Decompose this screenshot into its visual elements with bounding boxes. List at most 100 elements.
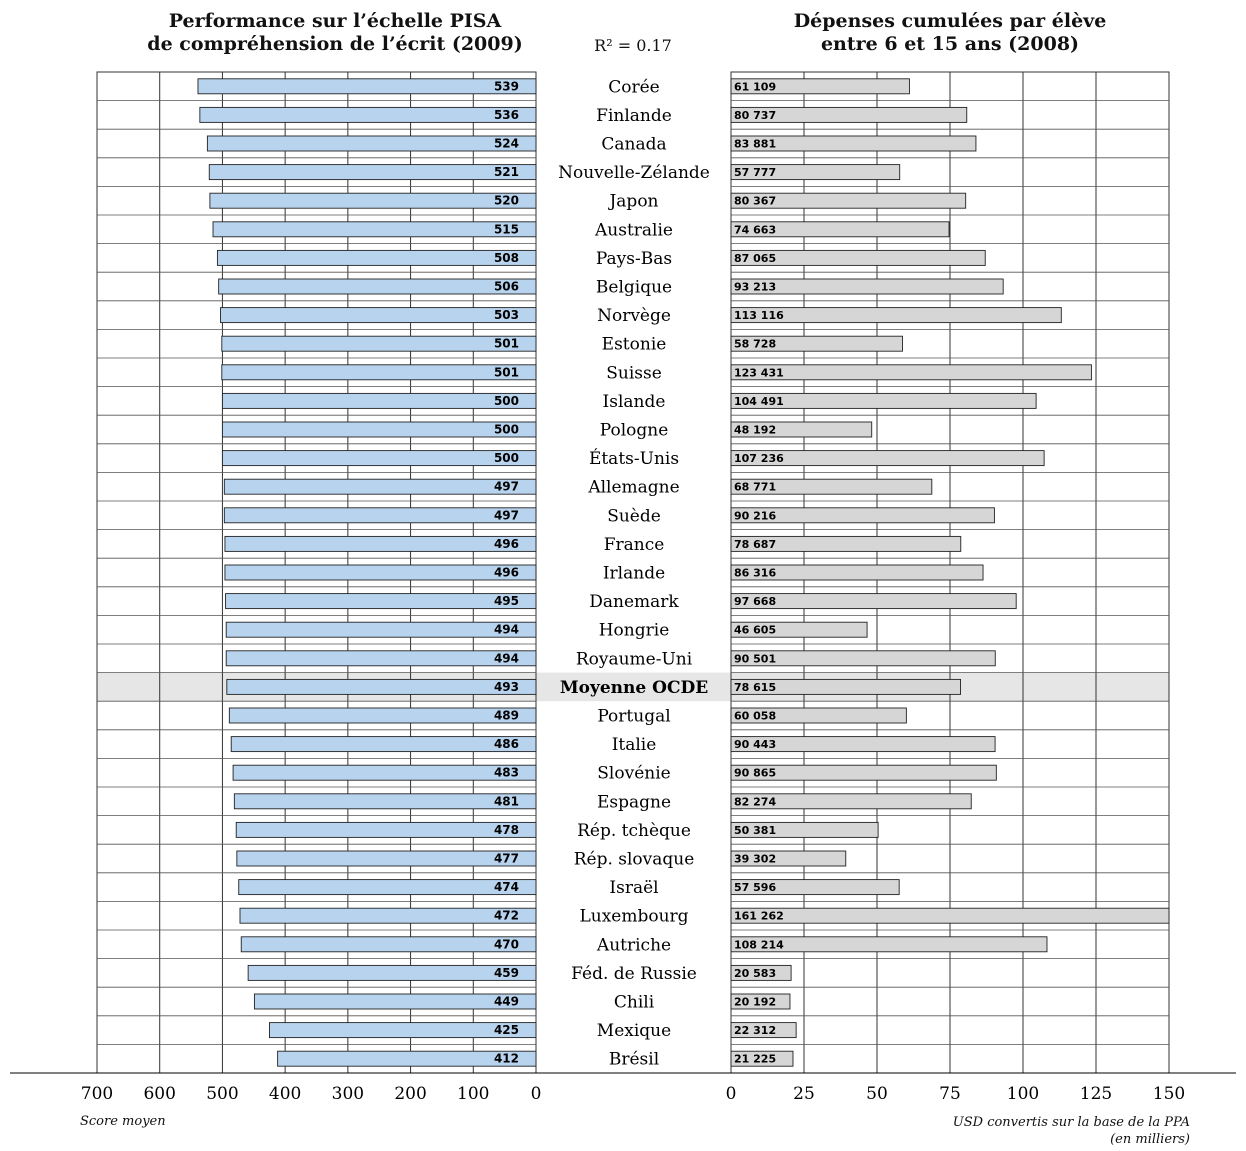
right-value-label: 74 663 <box>734 223 776 236</box>
right-value-label: 21 225 <box>734 1053 776 1066</box>
category-label: Canada <box>601 135 666 155</box>
left-bar <box>212 221 537 238</box>
right-bar <box>730 364 1092 381</box>
category-label: Israël <box>609 878 658 898</box>
right-chart-title: Dépenses cumulées par élève entre 6 et 1… <box>730 10 1170 56</box>
right-value-label: 80 737 <box>734 109 776 122</box>
left-value-label: 494 <box>494 623 519 637</box>
right-value-label: 78 615 <box>734 681 776 694</box>
right-bar <box>730 192 967 209</box>
left-bar <box>221 392 537 409</box>
right-bar <box>730 164 901 181</box>
left-value-label: 425 <box>494 1023 519 1037</box>
category-label: Hongrie <box>599 621 670 641</box>
right-bar <box>730 392 1037 409</box>
category-label: Autriche <box>596 935 671 955</box>
left-value-label: 536 <box>494 108 519 122</box>
right-bar <box>730 593 1017 610</box>
right-tick-label: 125 <box>1080 1084 1112 1104</box>
left-value-label: 478 <box>494 823 519 837</box>
right-bar <box>730 507 995 524</box>
left-title-line2: de compréhension de l’écrit (2009) <box>147 33 523 55</box>
right-axis-note-line2: (en milliers) <box>1110 1132 1190 1147</box>
left-tick-label: 100 <box>457 1084 489 1104</box>
category-label: Mexique <box>597 1021 671 1041</box>
left-bar <box>216 249 537 266</box>
right-value-label: 90 216 <box>734 509 776 522</box>
left-bar <box>225 621 537 638</box>
right-value-label: 97 668 <box>734 595 776 608</box>
right-value-label: 90 443 <box>734 738 776 751</box>
right-bar <box>730 1022 797 1039</box>
left-value-label: 515 <box>494 222 519 236</box>
right-bar <box>730 678 962 695</box>
right-bar <box>730 764 997 781</box>
category-label: Féd. de Russie <box>571 964 697 984</box>
right-bar <box>730 621 868 638</box>
left-value-label: 524 <box>494 137 519 151</box>
right-bar <box>730 135 977 152</box>
left-tick-label: 700 <box>81 1084 113 1104</box>
left-value-label: 539 <box>494 79 519 93</box>
left-bar <box>199 106 537 123</box>
left-bar <box>221 364 537 381</box>
right-bar <box>730 707 907 724</box>
left-bar <box>225 593 537 610</box>
category-label: États-Unis <box>589 448 679 469</box>
right-tick-label: 75 <box>939 1084 961 1104</box>
right-bar <box>730 221 950 238</box>
left-value-label: 506 <box>494 280 519 294</box>
right-value-label: 104 491 <box>734 395 784 408</box>
left-chart-title: Performance sur l’échelle PISA de compré… <box>100 10 570 56</box>
left-bar <box>221 450 537 467</box>
right-value-label: 93 213 <box>734 281 776 294</box>
left-bar <box>220 307 537 324</box>
right-value-label: 39 302 <box>734 853 776 866</box>
left-value-label: 496 <box>494 537 519 551</box>
category-label: Slovénie <box>597 764 670 784</box>
category-label: Brésil <box>609 1050 659 1070</box>
right-tick-label: 150 <box>1153 1084 1185 1104</box>
right-bar <box>730 478 933 495</box>
category-label: Estonie <box>602 335 667 355</box>
left-bar <box>209 192 537 209</box>
right-value-label: 90 501 <box>734 652 776 665</box>
right-value-label: 123 431 <box>734 366 784 379</box>
right-tick-label: 100 <box>1007 1084 1039 1104</box>
left-bar <box>235 821 537 838</box>
left-value-label: 503 <box>494 308 519 322</box>
category-label: Luxembourg <box>579 907 688 927</box>
left-value-label: 489 <box>494 709 519 723</box>
right-value-label: 22 312 <box>734 1024 776 1037</box>
right-value-label: 86 316 <box>734 567 776 580</box>
category-label: France <box>604 535 665 555</box>
left-value-label: 496 <box>494 566 519 580</box>
left-tick-label: 0 <box>531 1084 542 1104</box>
left-bar <box>218 278 537 295</box>
left-tick-label: 500 <box>206 1084 238 1104</box>
left-bar <box>225 650 537 667</box>
category-label: Suède <box>607 506 661 526</box>
left-value-label: 495 <box>494 594 519 608</box>
left-value-label: 477 <box>494 852 519 866</box>
right-title-line1: Dépenses cumulées par élève <box>793 10 1107 32</box>
right-bar <box>730 1050 794 1067</box>
right-value-label: 78 687 <box>734 538 776 551</box>
left-title-line1: Performance sur l’échelle PISA <box>168 10 502 32</box>
category-label: Rép. tchèque <box>577 821 691 841</box>
category-label: Suisse <box>606 363 662 383</box>
right-bar <box>730 793 972 810</box>
right-value-label: 20 192 <box>734 996 776 1009</box>
left-bar <box>238 879 537 896</box>
right-value-label: 83 881 <box>734 138 776 151</box>
left-bar <box>233 793 537 810</box>
left-bar <box>224 564 537 581</box>
right-bar <box>730 335 903 352</box>
right-bar <box>730 964 792 981</box>
left-bar <box>221 335 537 352</box>
category-label: Japon <box>607 192 658 212</box>
category-label: Rép. slovaque <box>574 850 695 870</box>
right-value-label: 107 236 <box>734 452 784 465</box>
left-bar <box>197 78 537 95</box>
left-value-label: 470 <box>494 937 519 951</box>
